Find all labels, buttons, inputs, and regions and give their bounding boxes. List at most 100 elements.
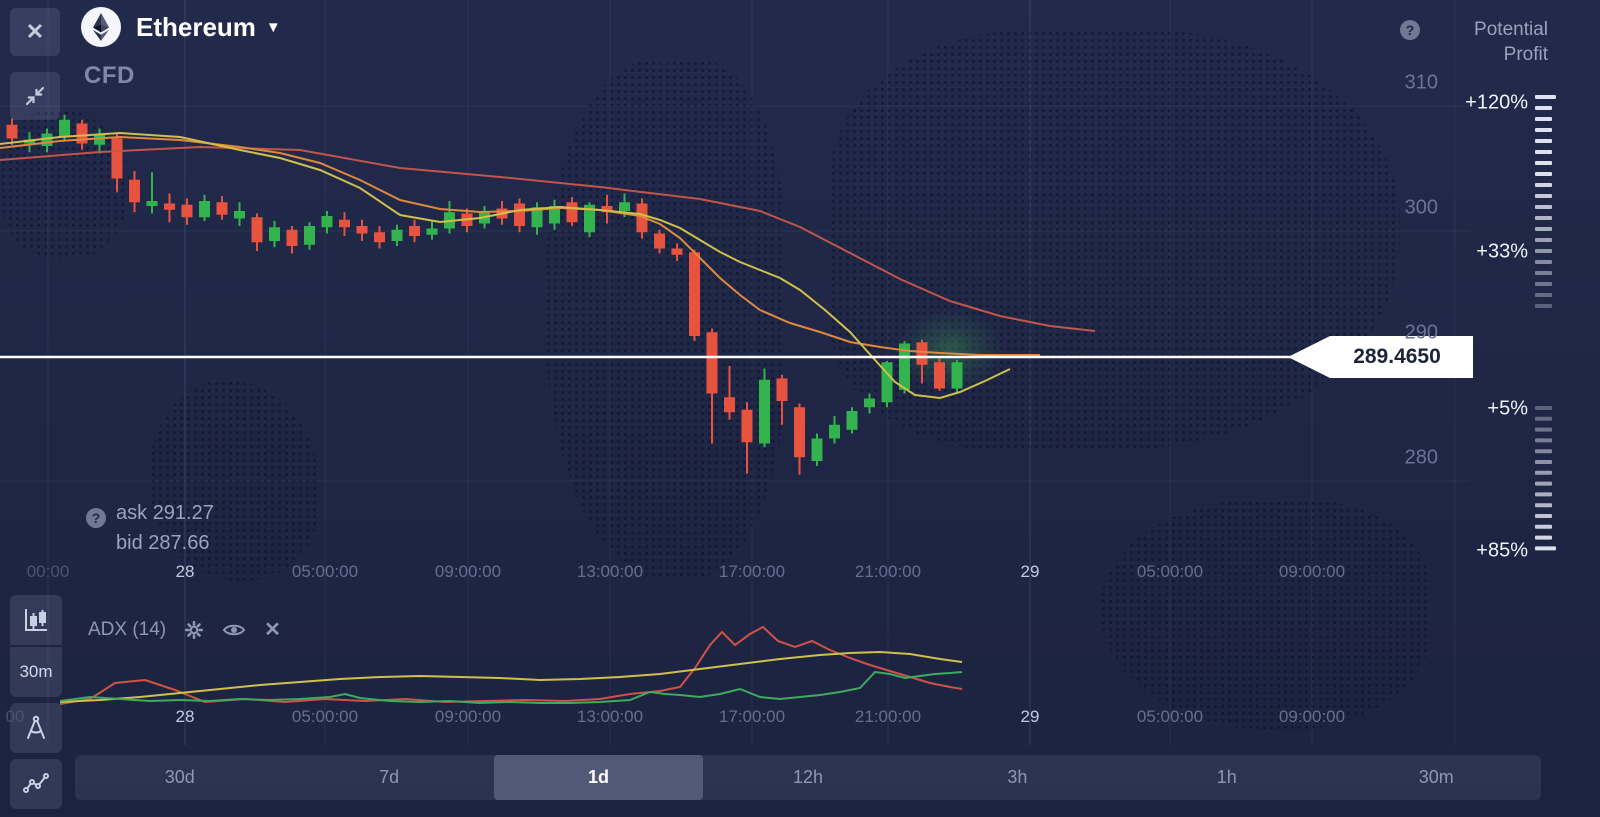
price-axis-label: 290 [1404, 321, 1438, 344]
adx-indicator-lines [59, 625, 963, 705]
time-axis-label: 13:00:00 [576, 562, 644, 581]
time-axis-label: 21:00:00 [854, 562, 922, 581]
profit-percent-label: +5% [1487, 397, 1528, 420]
candle-down [741, 409, 753, 443]
potential-profit-help-icon[interactable]: ? [1400, 20, 1420, 40]
collapse-chart-button[interactable] [10, 72, 60, 120]
candle-down [601, 206, 613, 213]
quote-help-icon[interactable]: ? [86, 508, 106, 528]
candle-down [934, 362, 945, 389]
indicators-button[interactable] [10, 759, 62, 809]
potential-profit-label-line1: Potential [1474, 19, 1548, 40]
candle-down [339, 219, 350, 228]
profit-ladder-tick [1535, 406, 1552, 410]
candle-down [111, 138, 123, 179]
profit-ladder-tick [1535, 227, 1552, 231]
candle-down [776, 378, 788, 401]
profit-ladder-tick [1535, 514, 1552, 518]
quote-block: ? ask 291.27 bid 287.66 [86, 498, 214, 558]
collapse-arrows-icon [25, 86, 45, 106]
profit-ladder-tick [1535, 260, 1552, 264]
instrument-header[interactable]: Ethereum ▼ [80, 6, 281, 48]
profit-ladder-tick [1535, 535, 1552, 540]
bid-label: bid [116, 532, 143, 554]
candlestick-series [6, 114, 963, 475]
price-axis-label: 310 [1404, 71, 1438, 94]
candle-up [829, 424, 840, 439]
profit-ladder-tick [1535, 470, 1552, 475]
profit-ladder-tick [1535, 128, 1552, 132]
ma-fast-line [0, 131, 1011, 400]
candle-down [706, 332, 718, 394]
adx-indicator-label: ADX (14) [88, 618, 167, 640]
indicator-time-axis-label: 13:00:00 [576, 707, 644, 726]
candle-down [671, 248, 683, 255]
profit-ladder-tick [1535, 293, 1552, 297]
indicator-time-axis-label: 21:00:00 [854, 707, 922, 726]
candle-up [304, 226, 315, 245]
candle-interval-button[interactable]: 30m [10, 647, 62, 697]
profit-ladder-tick [1535, 216, 1552, 220]
timeframe-1d[interactable]: 1d [493, 755, 704, 800]
candle-up [846, 411, 858, 430]
candle-up [811, 438, 823, 461]
candle-up [146, 201, 158, 206]
candle-down [129, 179, 140, 203]
candle-up [619, 202, 630, 211]
time-axis-label: 05:00:00 [1136, 562, 1204, 581]
ma-mid-line [0, 135, 1040, 356]
candle-up [951, 362, 963, 389]
candle-down [566, 202, 578, 223]
candle-down [409, 226, 420, 236]
minus-di-line [59, 670, 963, 705]
time-axis-label: 29 [1020, 562, 1040, 581]
close-chart-button[interactable]: ✕ [10, 8, 60, 56]
adx-remove-button[interactable]: ✕ [264, 617, 281, 642]
timeframe-12h[interactable]: 12h [792, 767, 823, 787]
candle-down [164, 203, 175, 210]
candle-up [899, 343, 910, 390]
adx-settings-button[interactable] [184, 620, 204, 640]
candlestick-chart-icon [25, 609, 47, 631]
candle-up [199, 201, 210, 218]
indicator-time-axis-label: 09:00:00 [1278, 707, 1346, 726]
profit-percent-label: +85% [1476, 539, 1528, 562]
candle-up [234, 211, 245, 219]
adx-visibility-button[interactable] [222, 621, 246, 639]
timeframe-7d[interactable]: 7d [379, 767, 400, 787]
indicator-time-axis-label: 05:00:00 [1136, 707, 1204, 726]
candle-up [864, 398, 875, 408]
indicator-time-axis-label: 00 [5, 707, 25, 726]
ethereum-logo [81, 7, 121, 47]
timeframe-3h[interactable]: 3h [1007, 767, 1028, 787]
timeframe-30d[interactable]: 30d [164, 767, 195, 787]
time-axis-label: 09:00:00 [1278, 562, 1346, 581]
timeframe-30m[interactable]: 30m [1418, 767, 1454, 787]
candle-down [6, 124, 18, 139]
close-icon: ✕ [264, 619, 281, 641]
profit-ladder-tick [1535, 95, 1556, 99]
profit-ladder-tick [1535, 249, 1552, 253]
candle-up [584, 204, 595, 233]
eye-icon [222, 624, 246, 635]
candle-down [181, 204, 193, 218]
timeframe-1h[interactable]: 1h [1216, 767, 1237, 787]
profit-ladder-tick [1535, 438, 1552, 443]
profit-ladder-tick [1535, 205, 1552, 209]
time-axis-label: 00:00 [26, 562, 70, 581]
candle-up [759, 379, 770, 444]
drawing-tools-button[interactable] [10, 703, 62, 753]
profit-ladder-tick [1535, 150, 1552, 154]
profit-ladder-tick [1535, 106, 1552, 110]
candle-down [76, 123, 88, 144]
time-axis-label: 05:00:00 [291, 562, 359, 581]
chart-type-button[interactable] [10, 595, 62, 645]
profit-ladder-tick [1535, 546, 1556, 551]
profit-ladder-tick [1535, 460, 1552, 464]
ask-value: 291.27 [152, 502, 214, 524]
profit-ladder-tick [1535, 161, 1552, 165]
profit-ladder-tick [1535, 449, 1552, 454]
candle-up [881, 362, 893, 403]
profit-ladder-tick [1535, 503, 1552, 508]
